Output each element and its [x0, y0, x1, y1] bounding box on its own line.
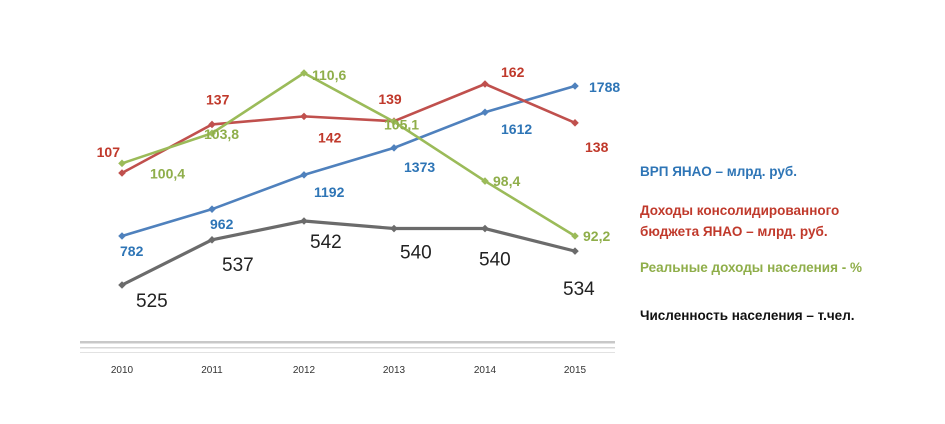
legend-entry: бюджета ЯНАО – млрд. руб. [640, 224, 828, 239]
data-label: 162 [501, 64, 525, 80]
data-point [390, 117, 398, 126]
data-label: 542 [310, 232, 342, 253]
legend-entry: ВРП ЯНАО – млрд. руб. [640, 164, 797, 179]
data-point [390, 224, 398, 233]
data-label: 137 [206, 91, 230, 107]
x-axis-line [80, 352, 615, 353]
legend-entry: Доходы консолидированного [640, 203, 839, 218]
data-label: 107 [97, 144, 121, 160]
data-point [390, 144, 398, 152]
data-point [300, 69, 308, 77]
data-label: 110,6 [312, 67, 346, 83]
data-point [208, 129, 216, 138]
data-label: 100,4 [150, 165, 185, 181]
data-label: 138 [585, 139, 609, 155]
data-point [118, 169, 126, 177]
series-line [120, 82, 577, 175]
x-tick-label: 2015 [564, 365, 587, 376]
data-label: 782 [120, 243, 144, 259]
series-line [120, 84, 577, 238]
data-label: 540 [479, 250, 511, 271]
data-label: 1373 [404, 159, 435, 175]
data-label: 1788 [589, 79, 620, 95]
data-label: 98,4 [493, 173, 520, 189]
legend-entry: Численность населения – т.чел. [640, 308, 855, 323]
series-lines [118, 69, 579, 289]
data-label: 139 [378, 91, 402, 107]
data-point [481, 108, 489, 117]
data-point [118, 281, 126, 289]
data-label: 103,8 [204, 126, 239, 142]
data-point [118, 159, 126, 168]
data-label: 540 [400, 243, 432, 264]
series-line [120, 219, 577, 287]
data-point [208, 205, 216, 213]
data-point [481, 80, 489, 88]
data-point [300, 217, 308, 225]
data-label: 962 [210, 216, 234, 232]
data-label: 537 [222, 255, 254, 276]
data-label: 525 [136, 291, 168, 312]
data-point [300, 112, 308, 121]
data-label: 92,2 [583, 228, 610, 244]
x-tick-label: 2012 [293, 365, 316, 376]
x-tick-label: 2013 [383, 365, 406, 376]
legend: ВРП ЯНАО – млрд. руб. Доходы консолидиров… [640, 164, 862, 323]
x-tick-label: 2010 [111, 365, 134, 376]
data-label: 105,1 [384, 117, 419, 133]
legend-entry: Реальные доходы населения - % [640, 260, 862, 275]
x-tick-label: 2014 [474, 365, 497, 376]
data-label: 534 [563, 279, 595, 300]
data-labels: 525 537 542 540 540 534 782 962 1192 1373 1612 1788… [97, 64, 621, 312]
series-line [120, 71, 577, 238]
data-point [571, 82, 579, 90]
data-label: 1192 [314, 184, 345, 200]
data-label: 1612 [501, 121, 532, 137]
x-axis-line [80, 347, 615, 349]
data-point [300, 171, 308, 179]
x-tick-label: 2011 [201, 365, 223, 376]
x-axis-line [80, 341, 615, 344]
data-point [571, 247, 579, 255]
data-point [481, 177, 489, 185]
x-tick-labels: 2010 2011 2012 2013 2014 2015 [111, 365, 587, 376]
data-point [571, 232, 579, 240]
x-axis [80, 341, 615, 353]
data-point [118, 232, 126, 240]
data-point [208, 120, 216, 129]
data-point [208, 236, 216, 244]
data-label: 142 [318, 129, 342, 145]
data-point [481, 224, 489, 233]
data-point [571, 119, 579, 127]
